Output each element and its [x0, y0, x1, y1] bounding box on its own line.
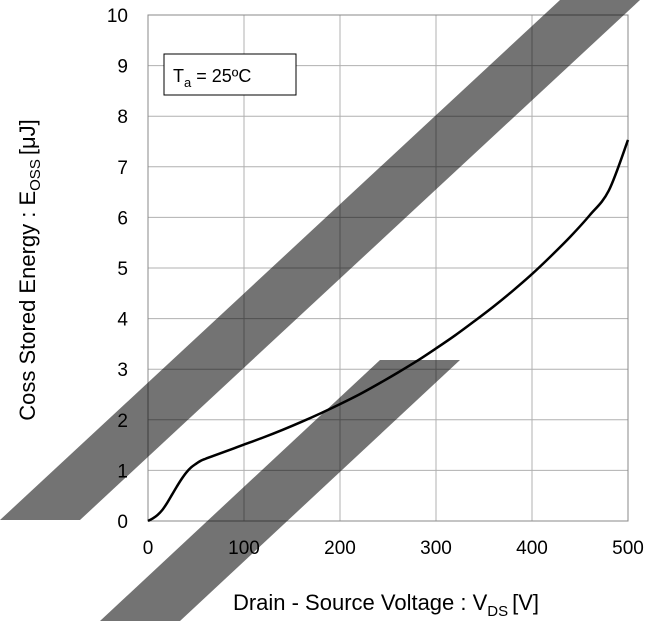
- y-axis-title-main: Coss Stored Energy : E: [15, 191, 40, 421]
- x-tick-label: 400: [516, 538, 548, 559]
- plot-frame: [147, 14, 629, 522]
- y-tick-label: 5: [117, 259, 128, 280]
- x-axis-title: Drain - Source Voltage : VDS [V]: [233, 590, 539, 620]
- watermark-band-lower: [100, 360, 460, 621]
- annotation-box: [163, 53, 297, 96]
- y-tick-label: 4: [117, 310, 128, 331]
- y-tick-label: 6: [117, 208, 128, 229]
- y-axis-title-subscript: OSS: [27, 159, 44, 191]
- y-tick-label: 8: [117, 107, 128, 128]
- x-axis-title-subscript: DS: [487, 603, 508, 620]
- y-tick-label: 9: [117, 57, 128, 78]
- annotation-subscript: a: [184, 75, 192, 90]
- y-axis-title: Coss Stored Energy : EOSS [μJ]: [15, 119, 44, 420]
- annotation-rest: = 25ºC: [191, 66, 251, 86]
- x-axis-title-main: Drain - Source Voltage : V: [233, 590, 488, 615]
- annotation-main: T: [173, 66, 184, 86]
- x-axis-title-unit: [V]: [512, 590, 539, 615]
- annotation-text: Ta = 25ºC: [173, 66, 251, 90]
- x-tick-label: 500: [612, 538, 644, 559]
- x-tick-label: 300: [420, 538, 452, 559]
- x-tick-label: 0: [143, 538, 154, 559]
- series-layer: [147, 139, 630, 523]
- series-line-0: [147, 139, 630, 523]
- watermark: [0, 0, 640, 621]
- x-tick-label: 200: [324, 538, 356, 559]
- y-tick-label: 7: [117, 158, 128, 179]
- y-tick-label: 0: [117, 512, 128, 533]
- y-tick-label: 3: [117, 360, 128, 381]
- watermark-band-upper: [0, 0, 640, 520]
- y-tick-label: 10: [107, 6, 128, 27]
- y-axis-title-unit: [μJ]: [15, 119, 40, 155]
